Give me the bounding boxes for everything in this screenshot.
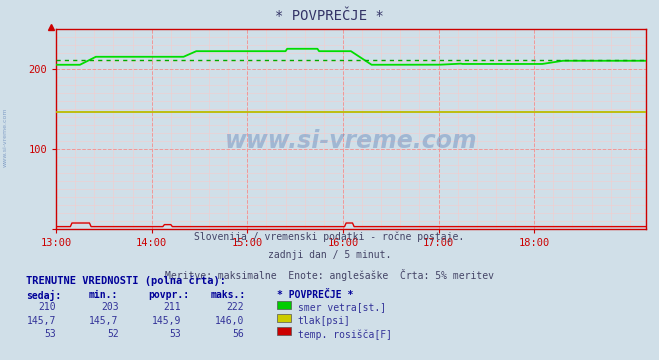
Text: sedaj:: sedaj: <box>26 290 61 301</box>
Text: maks.:: maks.: <box>211 290 246 300</box>
Text: tlak[psi]: tlak[psi] <box>298 316 351 326</box>
Text: * POVPREČJE *: * POVPREČJE * <box>275 9 384 23</box>
Text: * POVPREČJE *: * POVPREČJE * <box>277 290 353 300</box>
Text: Meritve: maksimalne  Enote: anglešaške  Črta: 5% meritev: Meritve: maksimalne Enote: anglešaške Čr… <box>165 269 494 280</box>
Text: 146,0: 146,0 <box>214 316 244 326</box>
Text: 222: 222 <box>226 302 244 312</box>
Text: 145,7: 145,7 <box>89 316 119 326</box>
Text: 145,9: 145,9 <box>152 316 181 326</box>
Text: Slovenija / vremenski podatki - ročne postaje.: Slovenija / vremenski podatki - ročne po… <box>194 231 465 242</box>
Text: smer vetra[st.]: smer vetra[st.] <box>298 302 386 312</box>
Text: www.si-vreme.com: www.si-vreme.com <box>225 129 477 153</box>
Text: 53: 53 <box>44 329 56 339</box>
Text: 145,7: 145,7 <box>26 316 56 326</box>
Text: 203: 203 <box>101 302 119 312</box>
Text: 53: 53 <box>169 329 181 339</box>
Text: povpr.:: povpr.: <box>148 290 189 300</box>
Text: zadnji dan / 5 minut.: zadnji dan / 5 minut. <box>268 250 391 260</box>
Text: 52: 52 <box>107 329 119 339</box>
Text: temp. rosišča[F]: temp. rosišča[F] <box>298 329 392 339</box>
Text: 210: 210 <box>38 302 56 312</box>
Text: www.si-vreme.com: www.si-vreme.com <box>3 107 8 167</box>
Text: 211: 211 <box>163 302 181 312</box>
Text: 56: 56 <box>232 329 244 339</box>
Text: min.:: min.: <box>89 290 119 300</box>
Text: TRENUTNE VREDNOSTI (polna črta):: TRENUTNE VREDNOSTI (polna črta): <box>26 275 226 286</box>
